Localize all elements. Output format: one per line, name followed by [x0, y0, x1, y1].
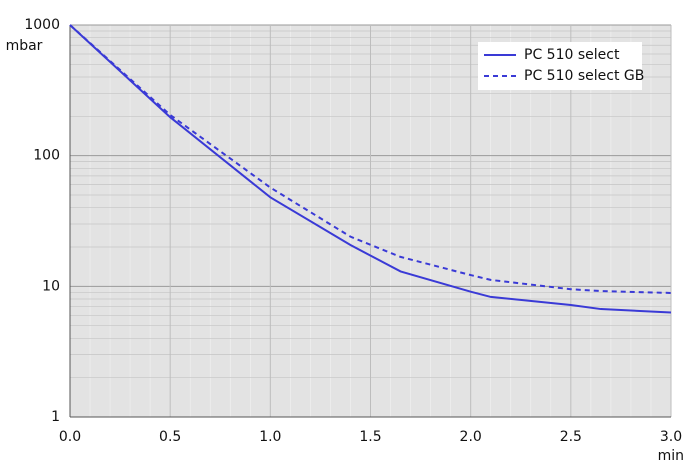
x-tick-label: 2.5: [560, 429, 582, 445]
x-tick-label: 3.0: [660, 429, 682, 445]
x-tick-label: 1.0: [259, 429, 281, 445]
x-axis-label: min: [658, 448, 684, 464]
legend-box: [478, 42, 642, 90]
series-line: [69, 24, 672, 314]
x-tick-label: 1.5: [359, 429, 381, 445]
y-tick-label: 100: [33, 148, 60, 164]
y-tick-label: 10: [42, 278, 60, 294]
x-tick-label: 0.0: [59, 429, 81, 445]
y-tick-label: 1: [51, 409, 60, 425]
x-tick-label: 0.5: [159, 429, 181, 445]
series-line: [69, 24, 672, 294]
legend-label: PC 510 select: [524, 47, 620, 63]
legend-label: PC 510 select GB: [524, 68, 644, 84]
y-tick-label: 1000: [24, 17, 60, 33]
x-tick-label: 2.0: [460, 429, 482, 445]
y-axis-label: mbar: [6, 38, 43, 54]
